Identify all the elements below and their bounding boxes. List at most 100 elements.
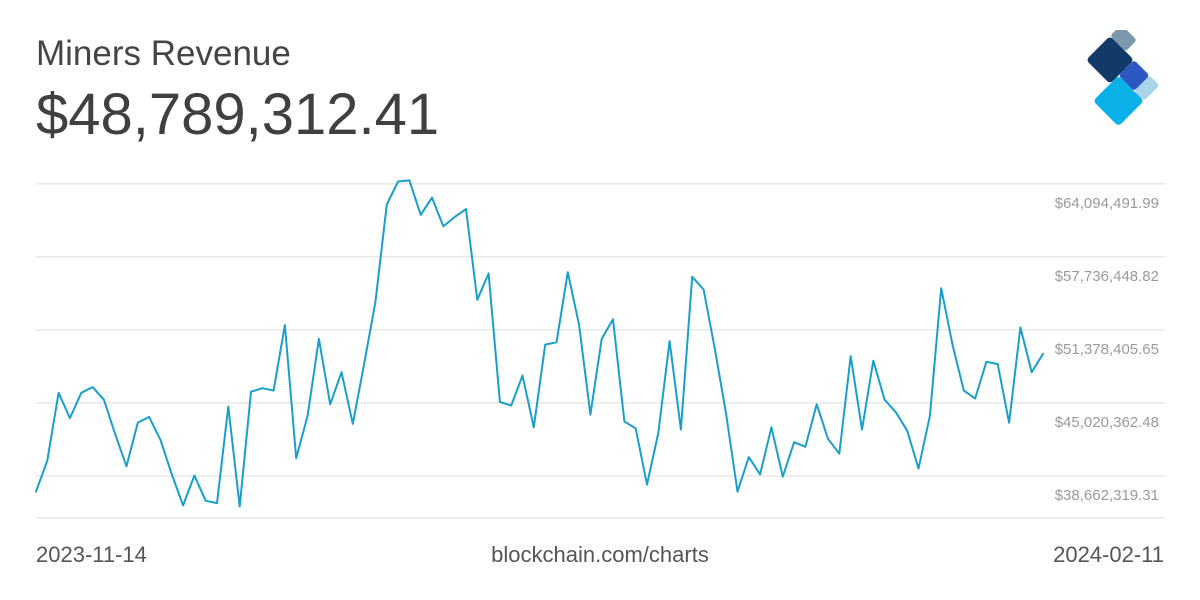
data-point <box>122 461 132 471</box>
y-tick-label: $45,020,362.48 <box>1055 414 1159 431</box>
data-point <box>450 212 460 222</box>
data-point <box>1004 418 1014 428</box>
data-point <box>495 397 505 407</box>
data-point <box>619 417 629 427</box>
data-point <box>506 400 516 410</box>
logo-light-blue-square <box>1135 76 1159 100</box>
data-point <box>755 469 765 479</box>
y-tick-label: $64,094,491.99 <box>1055 195 1159 212</box>
data-point <box>65 413 75 423</box>
data-point <box>76 388 86 398</box>
data-point <box>370 297 380 307</box>
data-point <box>744 452 754 462</box>
grid-layer <box>36 183 1165 519</box>
data-point <box>1038 349 1048 359</box>
point-layer <box>31 175 1048 511</box>
x-start-date: 2023-11-14 <box>36 542 147 567</box>
data-point <box>416 210 426 220</box>
data-point <box>642 480 652 490</box>
data-point <box>676 425 686 435</box>
data-point <box>551 337 561 347</box>
data-point <box>936 283 946 293</box>
data-point <box>970 394 980 404</box>
data-point <box>280 320 290 330</box>
data-point <box>393 177 403 187</box>
logo-dark-navy-square <box>1087 37 1133 83</box>
data-point <box>902 426 912 436</box>
data-point <box>800 442 810 452</box>
data-point <box>778 472 788 482</box>
data-point <box>223 402 233 412</box>
data-point <box>981 357 991 367</box>
data-point <box>235 502 245 512</box>
data-point <box>608 314 618 324</box>
data-point <box>766 422 776 432</box>
data-point <box>585 410 595 420</box>
data-point <box>133 418 143 428</box>
data-point <box>42 456 52 466</box>
data-point <box>427 193 437 203</box>
blockchain-logo <box>1087 30 1159 125</box>
data-point <box>359 359 369 369</box>
data-point <box>1015 322 1025 332</box>
data-point <box>246 387 256 397</box>
data-point <box>88 382 98 392</box>
data-point <box>597 334 607 344</box>
data-point <box>947 340 957 350</box>
data-point <box>484 268 494 278</box>
data-point <box>167 469 177 479</box>
y-tick-label: $38,662,319.31 <box>1055 487 1159 504</box>
data-point <box>653 428 663 438</box>
data-point <box>665 336 675 346</box>
data-point <box>472 295 482 305</box>
source-link[interactable]: blockchain.com/charts <box>491 542 709 567</box>
data-point <box>733 487 743 497</box>
data-point <box>461 204 471 214</box>
data-point <box>789 437 799 447</box>
y-tick-label: $57,736,448.82 <box>1055 268 1159 285</box>
data-point <box>699 284 709 294</box>
data-point <box>404 175 414 185</box>
data-point <box>314 334 324 344</box>
data-point <box>201 496 211 506</box>
data-point <box>257 383 267 393</box>
data-point <box>518 371 528 381</box>
data-point <box>291 453 301 463</box>
logo-gray-blue-square <box>1111 30 1136 51</box>
current-value: $48,789,312.41 <box>36 82 440 147</box>
data-point <box>438 221 448 231</box>
logo-cyan-square <box>1094 77 1143 125</box>
data-point <box>336 367 346 377</box>
data-point <box>540 340 550 350</box>
chart-title: Miners Revenue <box>36 34 291 73</box>
data-point <box>868 356 878 366</box>
data-point <box>303 411 313 421</box>
data-point <box>31 487 41 497</box>
data-point <box>54 388 64 398</box>
data-point <box>959 386 969 396</box>
data-point <box>891 407 901 417</box>
data-point <box>212 498 222 508</box>
data-point <box>99 395 109 405</box>
data-point <box>155 435 165 445</box>
data-point <box>325 399 335 409</box>
data-point <box>721 410 731 420</box>
data-point <box>687 272 697 282</box>
x-end-date: 2024-02-11 <box>1053 542 1164 567</box>
data-point <box>269 386 279 396</box>
tick-layer: $64,094,491.99 $57,736,448.82 $51,378,405.… <box>1055 195 1159 504</box>
data-point <box>144 412 154 422</box>
data-point <box>857 425 867 435</box>
data-point <box>812 399 822 409</box>
data-point <box>631 423 641 433</box>
logo-royal-blue-square <box>1119 61 1149 90</box>
data-point <box>348 419 358 429</box>
data-point <box>880 395 890 405</box>
data-point <box>1027 367 1037 377</box>
data-point <box>914 464 924 474</box>
data-point <box>710 344 720 354</box>
data-point <box>993 359 1003 369</box>
data-point <box>563 267 573 277</box>
data-point <box>189 471 199 481</box>
